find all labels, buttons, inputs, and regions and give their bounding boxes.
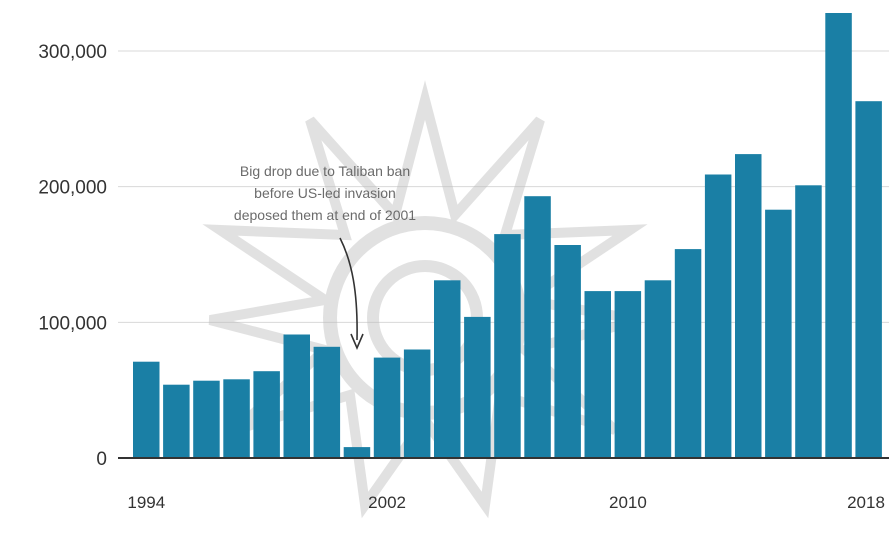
bar-2012 — [674, 249, 702, 458]
bar-2011 — [644, 280, 672, 458]
bar-2002 — [373, 357, 401, 458]
bar-2001 — [343, 447, 371, 458]
bar-1998 — [253, 371, 280, 458]
annotation: Big drop due to Taliban ban before US-le… — [234, 163, 416, 351]
bar-1994 — [133, 361, 160, 458]
x-axis-tick-labels: 1994 2002 2010 2018 — [127, 493, 885, 512]
x-tick-label: 2002 — [368, 493, 406, 512]
bar-1996 — [193, 380, 220, 458]
x-tick-label: 2018 — [847, 493, 885, 512]
bar-2003 — [403, 349, 431, 458]
x-tick-label: 1994 — [127, 493, 165, 512]
annotation-line-3: deposed them at end of 2001 — [234, 207, 416, 223]
bar-2017 — [825, 13, 852, 458]
annotation-arrowhead — [350, 333, 364, 351]
bar-2004 — [434, 280, 461, 458]
bar-2007 — [524, 196, 551, 458]
bar-2013 — [704, 174, 732, 458]
y-tick-label: 0 — [96, 449, 107, 470]
y-tick-label: 300,000 — [38, 42, 107, 63]
bar-2018 — [855, 101, 882, 458]
bar-2009 — [584, 291, 611, 458]
annotation-line-2: before US-led invasion — [254, 185, 396, 201]
bar-2010 — [614, 291, 642, 458]
bar-2016 — [795, 185, 822, 459]
bar-1999 — [283, 334, 310, 458]
bar-2006 — [494, 234, 521, 458]
bar-2000 — [313, 346, 341, 458]
bars — [133, 13, 882, 459]
bar-2005 — [464, 316, 491, 458]
y-tick-label: 100,000 — [38, 313, 107, 334]
annotation-line-1: Big drop due to Taliban ban — [240, 163, 410, 179]
bar-2008 — [554, 245, 581, 458]
bar-1997 — [223, 379, 250, 458]
annotation-arrow — [339, 237, 358, 341]
bar-2014 — [735, 154, 762, 458]
y-tick-label: 200,000 — [38, 178, 107, 199]
bar-2015 — [765, 209, 792, 458]
bar-1995 — [163, 384, 190, 458]
x-tick-label: 2010 — [609, 493, 647, 512]
y-axis-tick-labels: 0 100,000 200,000 300,000 — [38, 42, 107, 470]
